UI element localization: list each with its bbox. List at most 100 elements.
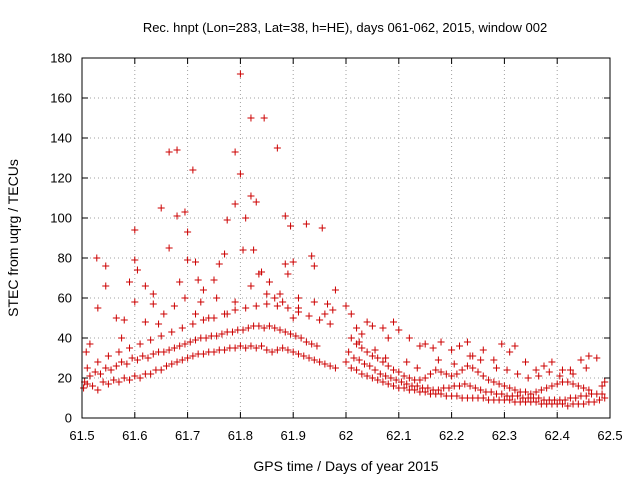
data-point <box>379 378 387 386</box>
data-point <box>120 316 128 324</box>
chart-title: Rec. hnpt (Lon=283, Lat=38, h=HE), days … <box>143 20 547 35</box>
data-point <box>221 346 229 354</box>
data-point <box>498 390 506 398</box>
data-point <box>313 342 321 350</box>
data-point <box>126 376 134 384</box>
data-point <box>527 390 535 398</box>
y-tick-label: 160 <box>50 91 72 106</box>
data-point <box>495 380 503 388</box>
data-point <box>255 322 263 330</box>
data-point <box>548 358 556 366</box>
data-point <box>316 316 324 324</box>
data-point <box>416 342 424 350</box>
data-point <box>271 324 279 332</box>
data-point <box>141 318 149 326</box>
data-point <box>83 364 91 372</box>
data-point <box>353 324 361 332</box>
data-point <box>413 382 421 390</box>
data-point <box>390 318 398 326</box>
data-point <box>403 358 411 366</box>
data-point <box>490 378 498 386</box>
data-point <box>131 372 139 380</box>
data-point <box>358 344 366 352</box>
data-point <box>279 344 287 352</box>
data-point <box>263 300 271 308</box>
data-point <box>284 346 292 354</box>
data-point <box>133 356 141 364</box>
x-tick-label: 61.9 <box>281 428 306 443</box>
data-point <box>231 200 239 208</box>
data-point <box>395 368 403 376</box>
data-point <box>590 398 598 406</box>
data-point <box>252 302 260 310</box>
data-point <box>363 318 371 326</box>
data-point <box>421 374 429 382</box>
data-point <box>379 358 387 366</box>
data-point <box>115 378 123 386</box>
data-point <box>199 286 207 294</box>
data-point <box>231 148 239 156</box>
data-point <box>91 368 99 376</box>
data-point <box>448 372 456 380</box>
data-point <box>347 364 355 372</box>
data-point <box>279 298 287 306</box>
data-point <box>485 376 493 384</box>
data-point <box>421 340 429 348</box>
data-point <box>99 378 107 386</box>
data-point <box>273 302 281 310</box>
data-point <box>189 320 197 328</box>
data-point <box>181 208 189 216</box>
data-point <box>558 366 566 374</box>
data-point <box>363 372 371 380</box>
data-point <box>231 344 239 352</box>
data-point <box>165 148 173 156</box>
data-point <box>595 396 603 404</box>
data-point <box>147 370 155 378</box>
data-point <box>131 226 139 234</box>
data-point <box>305 312 313 320</box>
data-point <box>506 396 514 404</box>
data-point <box>136 374 144 382</box>
data-point <box>569 380 577 388</box>
data-point <box>258 268 266 276</box>
data-point <box>566 366 574 374</box>
data-point <box>165 346 173 354</box>
data-point <box>368 352 376 360</box>
y-tick-label: 140 <box>50 131 72 146</box>
data-point <box>577 356 585 364</box>
data-point <box>405 374 413 382</box>
data-point <box>86 340 94 348</box>
data-point <box>213 332 221 340</box>
data-point <box>133 266 141 274</box>
data-point <box>131 256 139 264</box>
data-point <box>149 300 157 308</box>
data-point <box>128 354 136 362</box>
data-point <box>102 282 110 290</box>
data-point <box>503 366 511 374</box>
data-point <box>192 336 200 344</box>
data-point <box>281 260 289 268</box>
data-point <box>194 276 202 284</box>
data-point <box>329 306 337 314</box>
x-tick-label: 62.1 <box>386 428 411 443</box>
data-point <box>374 354 382 362</box>
data-point <box>110 376 118 384</box>
data-point <box>184 228 192 236</box>
data-point <box>321 360 329 368</box>
data-point <box>221 250 229 258</box>
data-point <box>231 298 239 306</box>
data-point <box>155 320 163 328</box>
x-tick-label: 62 <box>339 428 353 443</box>
data-point <box>273 346 281 354</box>
data-point <box>242 214 250 222</box>
x-tick-label: 61.8 <box>228 428 253 443</box>
data-point <box>107 366 115 374</box>
data-point <box>598 390 606 398</box>
data-point <box>149 350 157 358</box>
data-point <box>197 298 205 306</box>
x-tick-label: 62.4 <box>545 428 570 443</box>
data-point <box>223 310 231 318</box>
y-axis-label: STEC from uqrg / TECUs <box>5 159 21 317</box>
data-point <box>469 364 477 372</box>
data-point <box>498 340 506 348</box>
